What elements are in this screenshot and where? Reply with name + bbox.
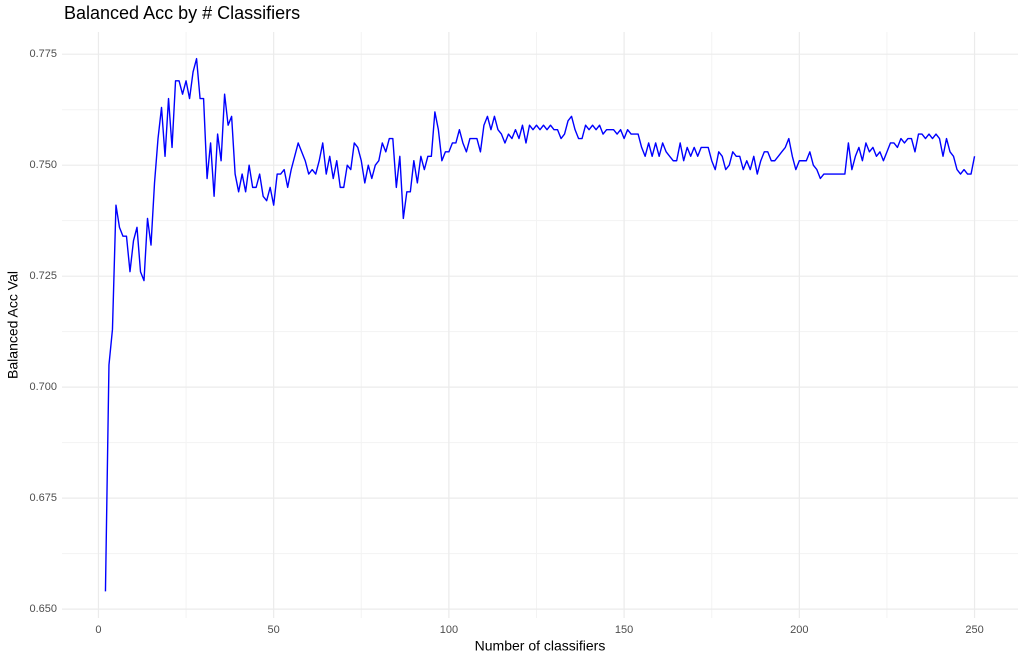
x-tick-label: 150: [615, 624, 633, 636]
x-tick-label: 100: [440, 624, 458, 636]
x-tick-label: 250: [965, 624, 983, 636]
y-tick-label: 0.650: [29, 603, 57, 615]
grid: 0 50 100 150 200 250 0.650 0.675 0.700 0.725 0.750…: [29, 32, 1018, 636]
y-tick-label: 0.725: [29, 270, 57, 282]
line: [104, 57, 976, 592]
y-tick-label: 0.700: [29, 381, 57, 393]
x-tick-label: 0: [95, 624, 101, 636]
y-tick-label: 0.675: [29, 492, 57, 504]
y-axis-title: Balanced Acc Val: [5, 271, 21, 379]
y-tick-label: 0.750: [29, 159, 57, 171]
y-tick-label: 0.775: [29, 48, 57, 60]
chart-title: Balanced Acc by # Classifiers: [64, 3, 300, 23]
plot: [104, 57, 976, 592]
x-tick-label: 50: [268, 624, 280, 636]
x-axis-title: Number of classifiers: [475, 638, 606, 654]
x-tick-label: 200: [790, 624, 808, 636]
